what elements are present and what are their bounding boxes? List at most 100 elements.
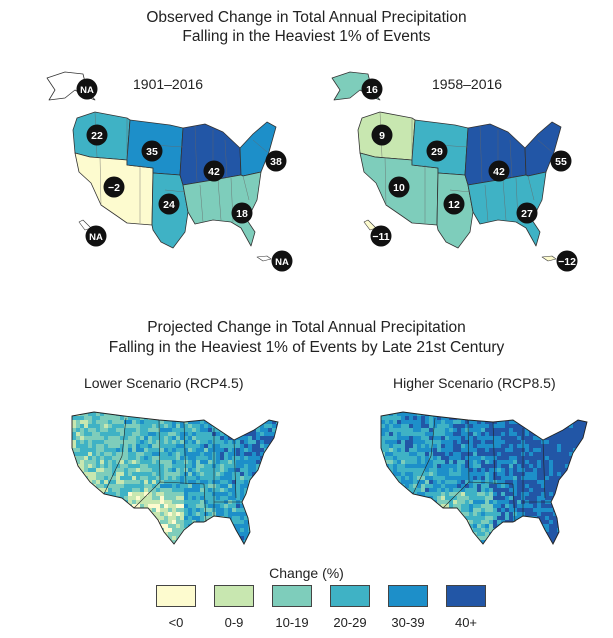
state-boundary bbox=[479, 125, 483, 183]
state-boundary bbox=[252, 139, 268, 153]
state-boundary bbox=[99, 156, 102, 206]
southwest-value-label: −2 bbox=[108, 182, 120, 194]
legend-label: 10-19 bbox=[275, 615, 309, 630]
state-boundary bbox=[537, 139, 553, 153]
caribbean-value-label: NA bbox=[275, 257, 289, 268]
great-plains-north-value-label: 29 bbox=[431, 146, 443, 158]
legend-swatch bbox=[388, 585, 428, 607]
region-boundary bbox=[233, 439, 237, 499]
southeast-value-label: 27 bbox=[521, 208, 533, 220]
legend-swatch bbox=[446, 585, 486, 607]
legend-label: <0 bbox=[168, 615, 184, 630]
alaska-value-label: 16 bbox=[366, 84, 378, 96]
caribbean-region bbox=[541, 255, 557, 262]
great-plains-north-value-badge bbox=[426, 140, 448, 162]
southeast-region bbox=[182, 171, 262, 247]
projected-map-rcp85 bbox=[380, 411, 588, 545]
legend-swatch bbox=[156, 585, 196, 607]
hawaii-value-badge bbox=[370, 225, 392, 247]
great-plains-south-value-badge bbox=[443, 193, 465, 215]
southeast-value-badge bbox=[516, 202, 538, 224]
region-boundary bbox=[133, 481, 205, 509]
northwest-value-label: 22 bbox=[91, 130, 103, 142]
projected-title-line-1: Projected Change in Total Annual Precipi… bbox=[147, 319, 466, 336]
northwest-value-label: 9 bbox=[379, 130, 385, 142]
alaska-value-badge bbox=[76, 78, 98, 100]
region-boundary bbox=[183, 421, 187, 485]
region-boundary bbox=[492, 421, 496, 485]
state-boundary bbox=[224, 139, 228, 179]
southeast-value-badge bbox=[231, 202, 253, 224]
state-boundary bbox=[194, 125, 198, 183]
projected-title-line-2: Falling in the Heaviest 1% of Events by … bbox=[108, 339, 505, 356]
lower-scenario-label: Lower Scenario (RCP4.5) bbox=[84, 375, 244, 391]
midwest-value-label: 42 bbox=[208, 166, 220, 178]
higher-scenario-label: Higher Scenario (RCP8.5) bbox=[393, 375, 556, 391]
northeast-value-label: 38 bbox=[270, 156, 282, 168]
alaska-value-label: NA bbox=[80, 85, 94, 96]
great-plains-south-value-badge bbox=[158, 193, 180, 215]
region-boundary bbox=[412, 417, 436, 495]
region-boundary bbox=[467, 419, 470, 483]
northeast-value-badge bbox=[265, 150, 287, 172]
legend-swatch bbox=[214, 585, 254, 607]
midwest-value-badge bbox=[203, 160, 225, 182]
hawaii-region bbox=[78, 219, 92, 231]
state-boundary bbox=[502, 179, 507, 221]
projected-map-rcp45 bbox=[71, 411, 279, 545]
region-boundary bbox=[103, 417, 127, 495]
state-boundary bbox=[199, 184, 204, 223]
legend-swatch bbox=[330, 585, 370, 607]
midwest-value-label: 42 bbox=[493, 166, 505, 178]
great-plains-south-value-label: 12 bbox=[448, 199, 460, 211]
legend-label: 20-29 bbox=[333, 615, 367, 630]
state-boundary bbox=[449, 189, 471, 193]
northwest-value-badge bbox=[371, 124, 393, 146]
southeast-value-label: 18 bbox=[236, 208, 248, 220]
observed-map-1958-2016: 9 10 29 12 42 55 27 16 −11 −12 bbox=[331, 71, 578, 272]
caribbean-value-label: −12 bbox=[558, 256, 576, 268]
state-boundary bbox=[217, 179, 222, 221]
southwest-value-badge bbox=[388, 176, 410, 198]
midwest-value-badge bbox=[488, 160, 510, 182]
observed-title-line-2: Falling in the Heaviest 1% of Events bbox=[182, 28, 431, 45]
northeast-value-label: 55 bbox=[555, 156, 567, 168]
period-label-1958: 1958–2016 bbox=[432, 76, 503, 92]
state-boundary bbox=[242, 175, 250, 201]
northeast-value-badge bbox=[550, 150, 572, 172]
southwest-value-label: 10 bbox=[393, 182, 405, 194]
region-boundary bbox=[203, 483, 207, 523]
caribbean-region bbox=[256, 255, 272, 262]
state-boundary bbox=[164, 189, 186, 193]
projected-change-field bbox=[72, 412, 278, 544]
period-label-1901: 1901–2016 bbox=[133, 76, 204, 92]
region-boundary bbox=[442, 481, 514, 509]
hawaii-value-label: −11 bbox=[372, 231, 389, 243]
legend-label: 0-9 bbox=[224, 615, 244, 630]
legend-swatch bbox=[272, 585, 312, 607]
great-plains-north-value-badge bbox=[141, 140, 163, 162]
great-plains-south-value-label: 24 bbox=[163, 199, 175, 211]
legend-label: 40+ bbox=[454, 615, 478, 630]
caribbean-value-badge bbox=[556, 250, 578, 272]
legend-title: Change (%) bbox=[269, 565, 344, 581]
caribbean-value-badge bbox=[271, 250, 293, 272]
hawaii-region bbox=[363, 219, 377, 231]
state-boundary bbox=[509, 139, 513, 179]
projected-change-field bbox=[381, 412, 587, 544]
legend-label: 30-39 bbox=[391, 615, 425, 630]
region-boundary bbox=[542, 439, 546, 499]
northwest-value-badge bbox=[86, 124, 108, 146]
state-boundary bbox=[527, 175, 535, 201]
great-plains-north-value-label: 35 bbox=[146, 146, 158, 158]
hawaii-value-badge bbox=[85, 225, 107, 247]
region-boundary bbox=[512, 483, 516, 523]
alaska-value-badge bbox=[361, 78, 383, 100]
observed-map-1901-2016: 22 −2 35 24 42 38 18 NA NA NA bbox=[46, 71, 293, 272]
southwest-value-badge bbox=[103, 176, 125, 198]
region-boundary bbox=[158, 419, 161, 483]
southeast-region bbox=[467, 171, 547, 247]
state-boundary bbox=[384, 156, 387, 206]
state-boundary bbox=[484, 184, 489, 223]
observed-title-line-1: Observed Change in Total Annual Precipit… bbox=[146, 9, 467, 26]
